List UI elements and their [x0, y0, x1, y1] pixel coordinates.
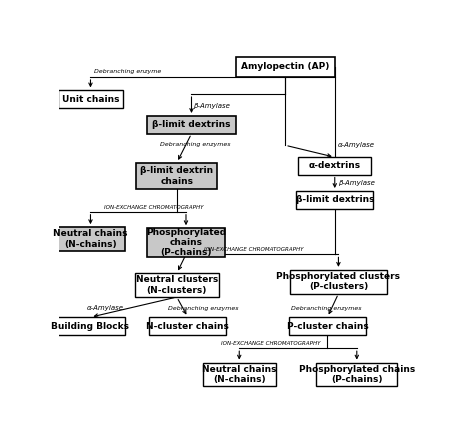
- Text: Debranching enzyme: Debranching enzyme: [94, 70, 162, 74]
- FancyBboxPatch shape: [290, 270, 387, 294]
- Text: β-limit dextrin
chains: β-limit dextrin chains: [140, 166, 213, 186]
- Text: Unit chains: Unit chains: [62, 95, 119, 104]
- FancyBboxPatch shape: [296, 191, 374, 209]
- Text: β-limit dextrins: β-limit dextrins: [295, 195, 374, 204]
- Text: Debranching enzymes: Debranching enzymes: [291, 306, 361, 311]
- Text: Building Blocks: Building Blocks: [52, 322, 129, 330]
- Text: α-Amylase: α-Amylase: [87, 305, 124, 311]
- Text: α-dextrins: α-dextrins: [309, 161, 361, 170]
- FancyBboxPatch shape: [135, 273, 219, 297]
- Text: α-Amylase: α-Amylase: [337, 142, 375, 148]
- Text: Phosphorylated chains
(P-chains): Phosphorylated chains (P-chains): [299, 365, 415, 384]
- FancyBboxPatch shape: [55, 227, 125, 251]
- FancyBboxPatch shape: [149, 317, 227, 335]
- Text: Neutral clusters
(N-clusters): Neutral clusters (N-clusters): [136, 276, 218, 295]
- Text: β-limit dextrins: β-limit dextrins: [152, 120, 231, 129]
- FancyBboxPatch shape: [137, 163, 217, 189]
- Text: Neutral chains
(N-chains): Neutral chains (N-chains): [53, 229, 128, 249]
- Text: Amylopectin (AP): Amylopectin (AP): [241, 62, 329, 71]
- FancyBboxPatch shape: [147, 228, 225, 257]
- Text: Phosphorylated
chains
(P-chains): Phosphorylated chains (P-chains): [146, 228, 226, 257]
- Text: ION-EXCHANGE CHROMATOGRAPHY: ION-EXCHANGE CHROMATOGRAPHY: [204, 248, 304, 253]
- FancyBboxPatch shape: [202, 362, 276, 386]
- FancyBboxPatch shape: [147, 116, 236, 134]
- FancyBboxPatch shape: [58, 90, 123, 108]
- FancyBboxPatch shape: [55, 317, 125, 335]
- FancyBboxPatch shape: [298, 157, 372, 175]
- FancyBboxPatch shape: [236, 57, 335, 77]
- Text: Phosphorylated clusters
(P-clusters): Phosphorylated clusters (P-clusters): [276, 272, 401, 291]
- Text: β-Amylase: β-Amylase: [337, 180, 374, 187]
- Text: ION-EXCHANGE CHROMATOGRAPHY: ION-EXCHANGE CHROMATOGRAPHY: [221, 341, 320, 346]
- Text: Neutral chains
(N-chains): Neutral chains (N-chains): [202, 365, 276, 384]
- Text: ION-EXCHANGE CHROMATOGRAPHY: ION-EXCHANGE CHROMATOGRAPHY: [104, 205, 203, 210]
- FancyBboxPatch shape: [317, 362, 397, 386]
- Text: N-cluster chains: N-cluster chains: [146, 322, 229, 330]
- Text: Debranching enzymes: Debranching enzymes: [160, 142, 231, 147]
- Text: β-Amylase: β-Amylase: [193, 103, 230, 109]
- Text: P-cluster chains: P-cluster chains: [287, 322, 368, 330]
- Text: Debranching enzymes: Debranching enzymes: [168, 306, 238, 311]
- FancyBboxPatch shape: [289, 317, 366, 335]
